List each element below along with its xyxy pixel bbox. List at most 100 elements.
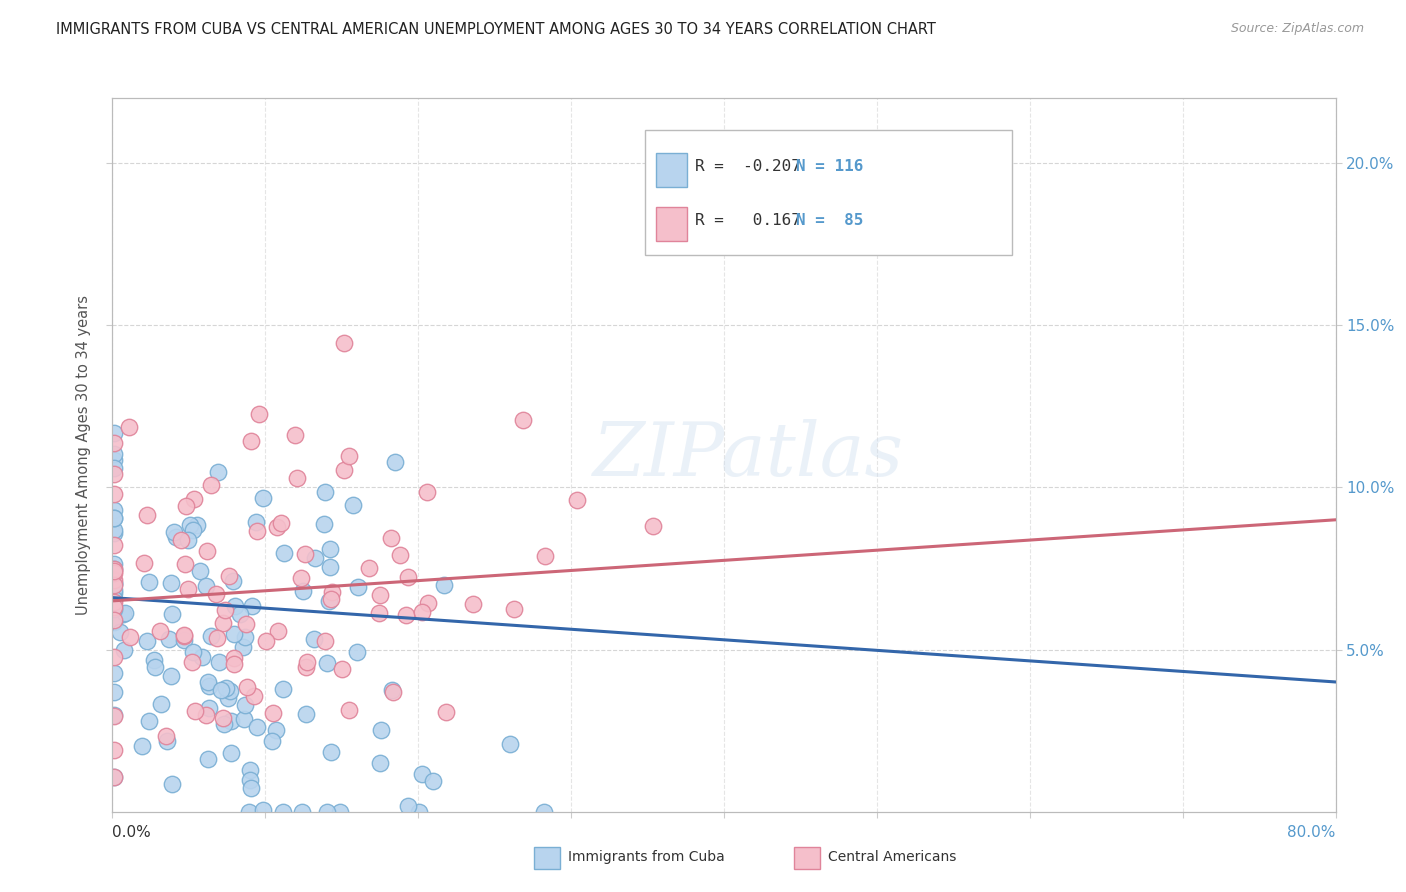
Point: [205, 632, 228, 646]
Point: [160, 607, 183, 621]
Point: [222, 574, 245, 589]
Point: [191, 649, 214, 664]
Point: [155, 729, 177, 743]
Point: [411, 767, 433, 781]
Point: [295, 706, 318, 721]
Point: [368, 756, 391, 770]
Point: [195, 543, 218, 558]
Point: [235, 616, 257, 631]
Point: [219, 714, 242, 729]
Point: [314, 634, 336, 648]
Point: [382, 684, 405, 698]
Point: [198, 701, 221, 715]
Point: [233, 698, 256, 713]
Point: [103, 592, 125, 607]
Point: [503, 602, 526, 616]
Point: [240, 434, 263, 449]
Point: [103, 574, 125, 588]
Point: [103, 435, 125, 450]
Point: [271, 805, 294, 819]
Point: [238, 805, 260, 819]
Point: [499, 737, 522, 751]
Point: [221, 746, 243, 760]
Point: [333, 463, 356, 477]
Point: [254, 633, 277, 648]
Point: [103, 562, 125, 576]
Point: [190, 564, 212, 578]
Point: [312, 517, 335, 532]
Point: [138, 574, 160, 589]
Point: [319, 592, 342, 607]
Point: [103, 613, 125, 627]
Point: [208, 655, 231, 669]
Point: [120, 630, 142, 644]
Point: [252, 491, 274, 505]
Point: [321, 746, 343, 760]
Point: [396, 569, 419, 583]
Point: [103, 650, 125, 665]
Point: [389, 548, 412, 562]
Point: [184, 704, 207, 718]
Point: [290, 571, 312, 585]
Point: [114, 607, 136, 621]
Point: [219, 684, 242, 698]
Point: [240, 599, 263, 613]
Point: [433, 578, 456, 592]
Point: [204, 587, 226, 601]
Point: [103, 511, 125, 525]
Point: [247, 407, 270, 421]
Point: [103, 511, 125, 525]
Point: [103, 565, 125, 579]
Point: [243, 689, 266, 703]
Point: [380, 532, 402, 546]
Point: [135, 634, 157, 648]
Point: [112, 607, 135, 621]
Point: [318, 594, 340, 608]
Point: [337, 702, 360, 716]
Point: [103, 685, 125, 699]
Text: R =  -0.207: R = -0.207: [695, 159, 801, 174]
Point: [262, 706, 284, 721]
Point: [103, 770, 125, 784]
Text: Source: ZipAtlas.com: Source: ZipAtlas.com: [1230, 22, 1364, 36]
Point: [179, 517, 201, 532]
Point: [270, 516, 292, 531]
Point: [103, 576, 125, 591]
Text: 80.0%: 80.0%: [1288, 824, 1336, 839]
Point: [103, 487, 125, 501]
Text: ZIPatlas: ZIPatlas: [593, 418, 904, 491]
Point: [411, 605, 433, 619]
Point: [329, 805, 352, 819]
Text: Central Americans: Central Americans: [828, 850, 956, 864]
Point: [264, 723, 287, 737]
Point: [165, 530, 187, 544]
Point: [214, 603, 236, 617]
Point: [200, 629, 222, 643]
Point: [200, 478, 222, 492]
Point: [103, 566, 125, 580]
Point: [180, 655, 202, 669]
Point: [186, 518, 208, 533]
Point: [434, 705, 457, 719]
Point: [330, 662, 353, 676]
Point: [342, 498, 364, 512]
Point: [314, 485, 336, 500]
Point: [346, 645, 368, 659]
Text: N =  85: N = 85: [796, 213, 863, 227]
Point: [103, 666, 125, 681]
Point: [381, 683, 404, 698]
Point: [103, 603, 125, 617]
Point: [103, 523, 125, 537]
Point: [245, 515, 267, 529]
Point: [266, 520, 288, 534]
Point: [173, 629, 195, 643]
Point: [395, 608, 418, 623]
Point: [461, 597, 484, 611]
Point: [304, 551, 326, 566]
Point: [294, 547, 316, 561]
Point: [177, 582, 200, 596]
Point: [285, 471, 308, 485]
Point: [103, 453, 125, 467]
Point: [156, 734, 179, 748]
Point: [418, 596, 440, 610]
